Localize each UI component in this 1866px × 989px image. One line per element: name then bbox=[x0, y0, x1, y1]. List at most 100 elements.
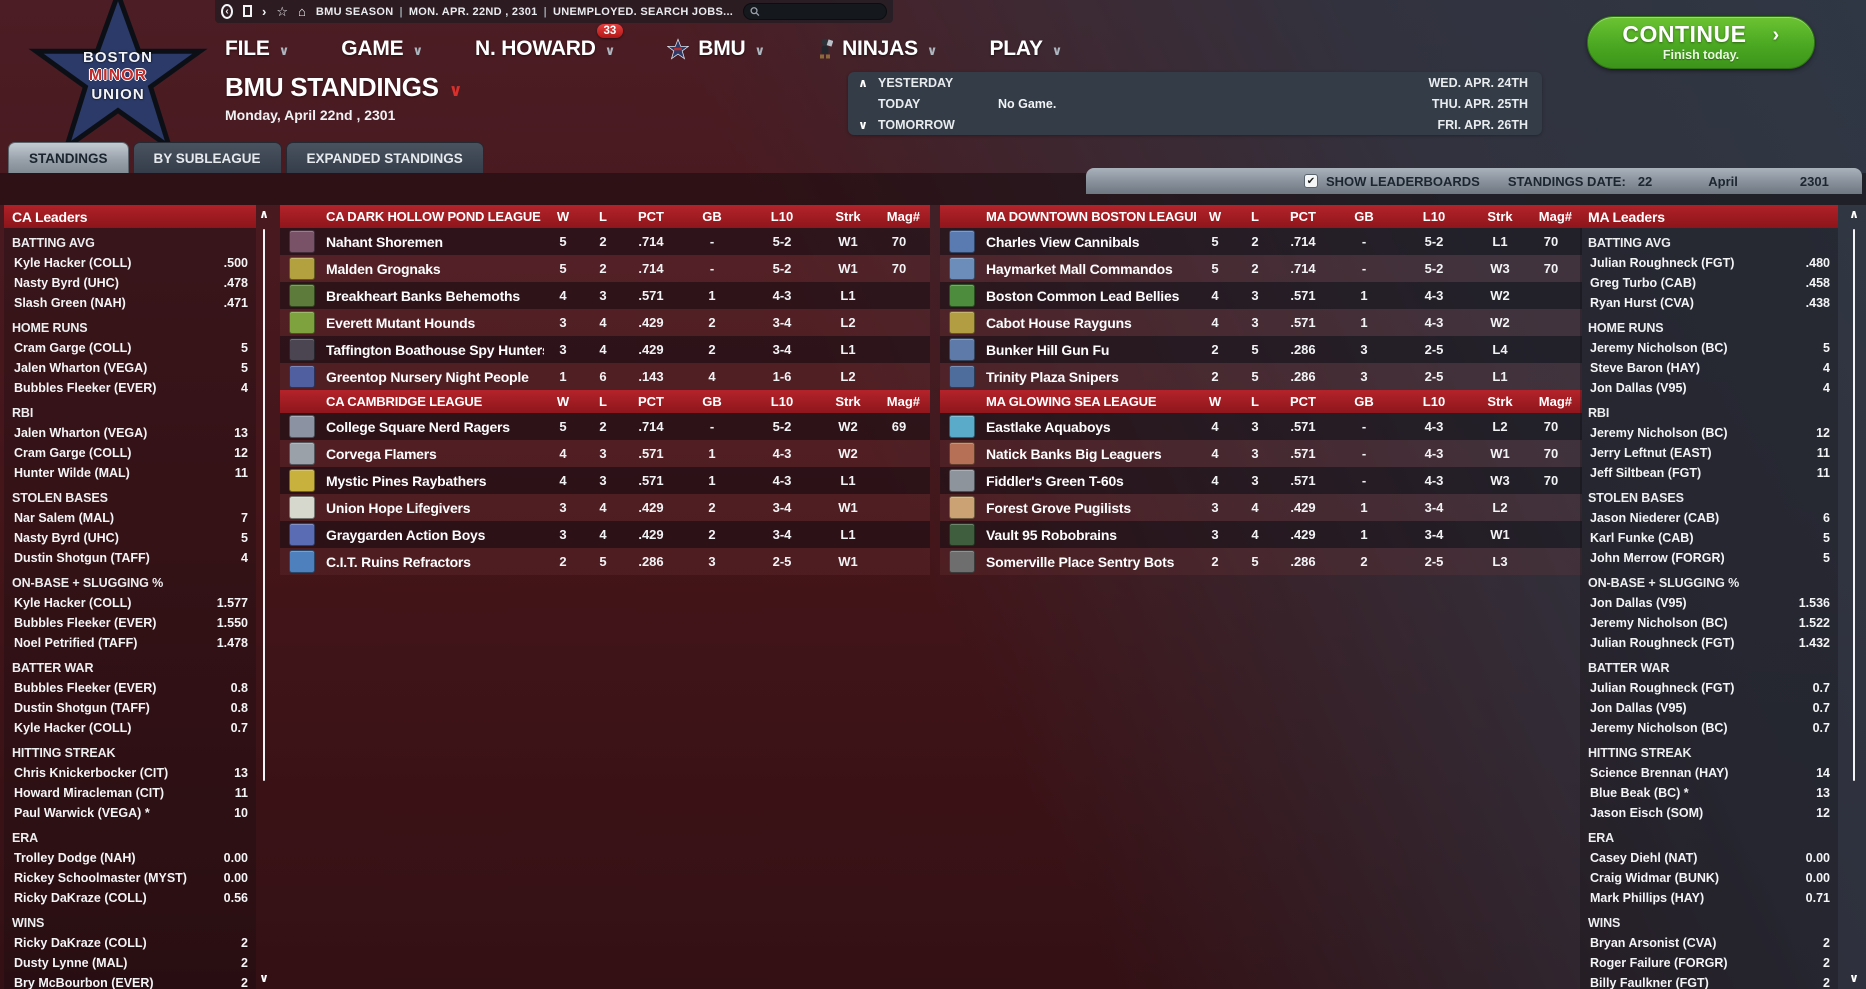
standings-date-month-select[interactable]: April bbox=[1708, 173, 1738, 189]
leader-row[interactable]: Jeremy Nicholson (BC) 0.7 bbox=[1590, 721, 1830, 735]
leader-row[interactable]: Bubbles Fleeker (EVER) 1.550 bbox=[14, 616, 248, 630]
team-name[interactable]: Trinity Plaza Snipers bbox=[986, 368, 1119, 385]
leader-row[interactable]: Jeff Siltbean (FGT) 11 bbox=[1590, 466, 1830, 480]
leader-row[interactable]: Jon Dallas (V95) 0.7 bbox=[1590, 701, 1830, 715]
menu-manager[interactable]: N. HOWARD ∨ 33 bbox=[475, 24, 624, 61]
team-name[interactable]: Boston Common Lead Bellies bbox=[986, 287, 1180, 304]
table-row[interactable]: C.I.T. Ruins Refractors 2 5.286 3 2-5 W1 bbox=[280, 548, 930, 575]
leader-row[interactable]: Bry McBourbon (EVER) 2 bbox=[14, 976, 248, 989]
leader-row[interactable]: Casey Diehl (NAT) 0.00 bbox=[1590, 851, 1830, 865]
manager-status-label[interactable]: UNEMPLOYED. SEARCH JOBS... bbox=[553, 5, 734, 18]
search-input[interactable] bbox=[764, 4, 880, 19]
leader-row[interactable]: Jalen Wharton (VEGA) 5 bbox=[14, 361, 248, 375]
table-row[interactable]: Corvega Flamers 4 3.571 1 4-3 W2 bbox=[280, 440, 930, 467]
leader-row[interactable]: Jeremy Nicholson (BC) 5 bbox=[1590, 341, 1830, 355]
leader-row[interactable]: Ricky DaKraze (COLL) 2 bbox=[14, 936, 248, 950]
team-name[interactable]: Natick Banks Big Leaguers bbox=[986, 445, 1162, 462]
team-name[interactable]: College Square Nerd Ragers bbox=[326, 418, 510, 435]
leader-row[interactable]: Mark Phillips (HAY) 0.71 bbox=[1590, 891, 1830, 905]
page-title-chevron-icon[interactable]: ∨ bbox=[448, 81, 463, 100]
leader-row[interactable]: Kyle Hacker (COLL) 1.577 bbox=[14, 596, 248, 610]
table-row[interactable]: Cabot House Rayguns 4 3.571 1 4-3 W2 bbox=[940, 309, 1582, 336]
leader-row[interactable]: Dustin Shotgun (TAFF) 4 bbox=[14, 551, 248, 565]
tab-expanded-standings[interactable]: EXPANDED STANDINGS bbox=[285, 142, 484, 173]
leader-row[interactable]: Greg Turbo (CAB) .458 bbox=[1590, 276, 1830, 290]
leader-row[interactable]: Jason Niederer (CAB) 6 bbox=[1590, 511, 1830, 525]
standings-date-day-select[interactable]: 22 bbox=[1637, 173, 1653, 189]
show-leaderboards-label[interactable]: SHOW LEADERBOARDS bbox=[1326, 173, 1480, 189]
table-row[interactable]: College Square Nerd Ragers 5 2.714-5-2 W2 69 bbox=[280, 413, 930, 440]
leader-row[interactable]: Nar Salem (MAL) 7 bbox=[14, 511, 248, 525]
table-row[interactable]: Everett Mutant Hounds 3 4.429 2 3-4 L2 bbox=[280, 309, 930, 336]
scroll-down-icon[interactable]: ∨ bbox=[259, 971, 269, 985]
tab-by-subleague[interactable]: BY SUBLEAGUE bbox=[132, 142, 282, 173]
table-row[interactable]: Taffington Boathouse Spy Hunters 3 4.429 2 3… bbox=[280, 336, 930, 363]
leader-row[interactable]: Bubbles Fleeker (EVER) 4 bbox=[14, 381, 248, 395]
leader-row[interactable]: Hunter Wilde (MAL) 11 bbox=[14, 466, 248, 480]
leader-row[interactable]: Roger Failure (FORGR) 2 bbox=[1590, 956, 1830, 970]
home-icon[interactable]: ⌂ bbox=[298, 4, 306, 19]
leader-row[interactable]: Kyle Hacker (COLL) 0.7 bbox=[14, 721, 248, 735]
continue-button[interactable]: CONTINUE › Finish today. bbox=[1587, 16, 1815, 69]
leader-row[interactable]: Dustin Shotgun (TAFF) 0.8 bbox=[14, 701, 248, 715]
favorite-star-icon[interactable]: ☆ bbox=[276, 4, 289, 19]
team-name[interactable]: Corvega Flamers bbox=[326, 445, 437, 462]
team-name[interactable]: C.I.T. Ruins Refractors bbox=[326, 553, 471, 570]
leader-row[interactable]: Jon Dallas (V95) 4 bbox=[1590, 381, 1830, 395]
standings-date-year-select[interactable]: 2301 bbox=[1799, 173, 1829, 189]
scroll-down-icon[interactable]: ∨ bbox=[1849, 971, 1859, 985]
page-title[interactable]: BMU STANDINGS bbox=[225, 72, 439, 102]
table-row[interactable]: Mystic Pines Raybathers 4 3.571 1 4-3 L1 bbox=[280, 467, 930, 494]
team-name[interactable]: Vault 95 Robobrains bbox=[986, 526, 1117, 543]
leader-row[interactable]: Bryan Arsonist (CVA) 2 bbox=[1590, 936, 1830, 950]
leader-row[interactable]: Jeremy Nicholson (BC) 12 bbox=[1590, 426, 1830, 440]
scrollbar-track[interactable] bbox=[1853, 229, 1855, 781]
table-row[interactable]: Vault 95 Robobrains 3 4.429 1 3-4 W1 bbox=[940, 521, 1582, 548]
leader-row[interactable]: Ricky DaKraze (COLL) 0.56 bbox=[14, 891, 248, 905]
leader-row[interactable]: Dusty Lynne (MAL) 2 bbox=[14, 956, 248, 970]
team-name[interactable]: Graygarden Action Boys bbox=[326, 526, 486, 543]
leader-row[interactable]: Trolley Dodge (NAH) 0.00 bbox=[14, 851, 248, 865]
team-name[interactable]: Malden Grognaks bbox=[326, 260, 441, 277]
leader-row[interactable]: Chris Knickerbocker (CIT) 13 bbox=[14, 766, 248, 780]
scroll-up-icon[interactable]: ∧ bbox=[259, 207, 269, 221]
team-name[interactable]: Greentop Nursery Night People bbox=[326, 368, 529, 385]
team-name[interactable]: Bunker Hill Gun Fu bbox=[986, 341, 1110, 358]
leader-row[interactable]: Paul Warwick (VEGA) * 10 bbox=[14, 806, 248, 820]
team-name[interactable]: Forest Grove Pugilists bbox=[986, 499, 1131, 516]
table-row[interactable]: Forest Grove Pugilists 3 4.429 1 3-4 L2 bbox=[940, 494, 1582, 521]
table-row[interactable]: Graygarden Action Boys 3 4.429 2 3-4 L1 bbox=[280, 521, 930, 548]
leader-row[interactable]: Ryan Hurst (CVA) .438 bbox=[1590, 296, 1830, 310]
leader-row[interactable]: Karl Funke (CAB) 5 bbox=[1590, 531, 1830, 545]
notification-badge[interactable]: 33 bbox=[596, 24, 624, 38]
left-scrollbar[interactable]: ∧ ∨ bbox=[256, 205, 272, 989]
leader-row[interactable]: Slash Green (NAH) .471 bbox=[14, 296, 248, 310]
table-row[interactable]: Boston Common Lead Bellies 4 3.571 1 4-3 W2 bbox=[940, 282, 1582, 309]
team-name[interactable]: Somerville Place Sentry Bots bbox=[986, 553, 1175, 570]
leader-row[interactable]: Julian Roughneck (FGT) 1.432 bbox=[1590, 636, 1830, 650]
menu-league-bmu[interactable]: BMU ∨ bbox=[667, 37, 765, 61]
table-row[interactable]: Greentop Nursery Night People 1 6.143 4 1-6 L… bbox=[280, 363, 930, 390]
leader-row[interactable]: Nasty Byrd (UHC) 5 bbox=[14, 531, 248, 545]
leader-row[interactable]: Rickey Schoolmaster (MYST) 0.00 bbox=[14, 871, 248, 885]
leader-row[interactable]: Jon Dallas (V95) 1.536 bbox=[1590, 596, 1830, 610]
leader-row[interactable]: Science Brennan (HAY) 14 bbox=[1590, 766, 1830, 780]
table-row[interactable]: Fiddler's Green T-60s 4 3.571-4-3 W3 70 bbox=[940, 467, 1582, 494]
stop-icon[interactable] bbox=[243, 4, 253, 19]
team-name[interactable]: Eastlake Aquaboys bbox=[986, 418, 1111, 435]
leader-row[interactable]: Kyle Hacker (COLL) .500 bbox=[14, 256, 248, 270]
scrollbar-track[interactable] bbox=[263, 229, 265, 781]
team-name[interactable]: Charles View Cannibals bbox=[986, 233, 1140, 250]
team-name[interactable]: Fiddler's Green T-60s bbox=[986, 472, 1124, 489]
team-name[interactable]: Breakheart Banks Behemoths bbox=[326, 287, 520, 304]
prev-day-icon[interactable]: ∧ bbox=[858, 75, 868, 90]
leader-row[interactable]: Noel Petrified (TAFF) 1.478 bbox=[14, 636, 248, 650]
menu-file[interactable]: FILE ∨ bbox=[225, 37, 290, 60]
leader-row[interactable]: Julian Roughneck (FGT) .480 bbox=[1590, 256, 1830, 270]
table-row[interactable]: Somerville Place Sentry Bots 2 5.286 2 2-5 L3 bbox=[940, 548, 1582, 575]
leader-row[interactable]: Billy Faulkner (FGT) 2 bbox=[1590, 976, 1830, 989]
leader-row[interactable]: Jeremy Nicholson (BC) 1.522 bbox=[1590, 616, 1830, 630]
menu-team-ninjas[interactable]: NINJAS ∨ bbox=[817, 37, 937, 61]
team-name[interactable]: Union Hope Lifegivers bbox=[326, 499, 471, 516]
table-row[interactable]: Malden Grognaks 5 2.714-5-2 W1 70 bbox=[280, 255, 930, 282]
